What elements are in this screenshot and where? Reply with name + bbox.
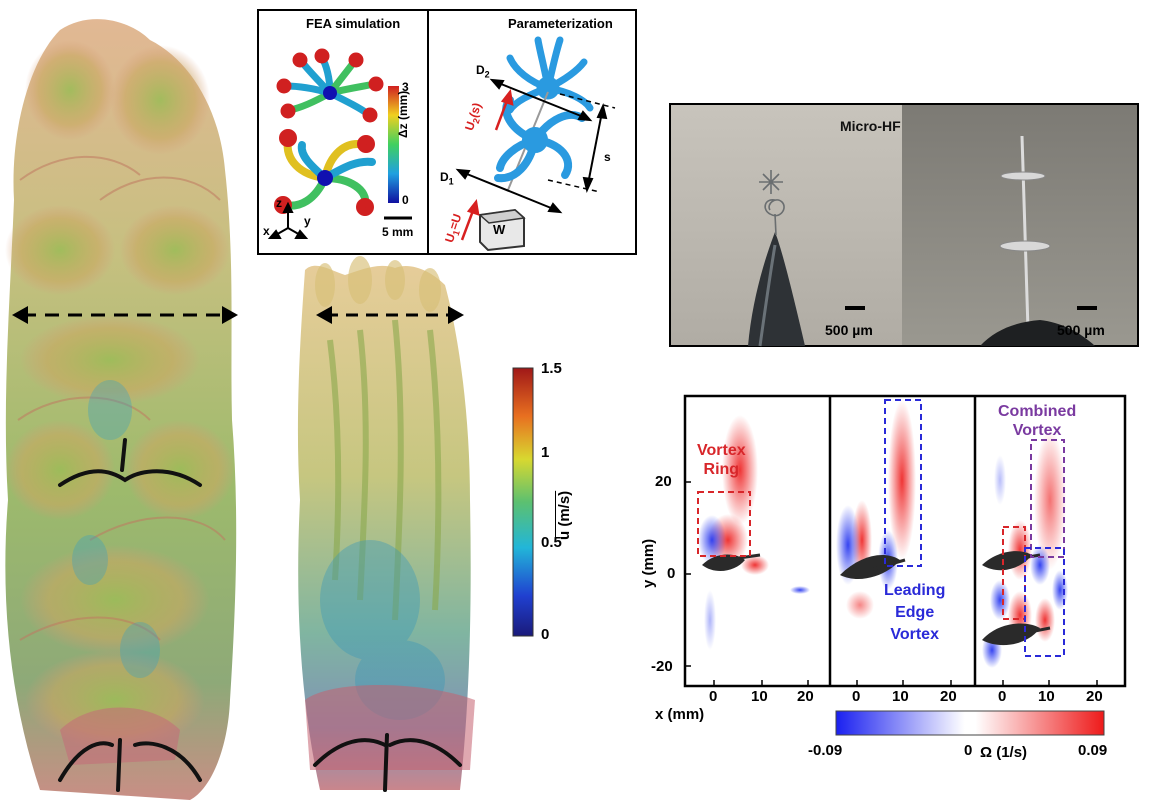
dz-colorbar-min: 0	[402, 193, 409, 207]
photo-title: Micro-HF	[840, 118, 901, 134]
right-vortex-plume	[297, 256, 475, 792]
vorticity-colorbar-max: 0.09	[1078, 742, 1108, 759]
velocity-tick-1-5: 1.5	[541, 360, 562, 377]
inset-panel	[257, 9, 637, 255]
dz-colorbar-label: Δz (mm)	[396, 90, 410, 138]
photo-scale-left: 500 µm	[825, 322, 873, 338]
p1-xtick-10: 10	[751, 688, 768, 705]
micro-hf-photo	[669, 103, 1139, 347]
vorticity-colorbar-min: -0.09	[808, 742, 843, 759]
p3-xtick-0: 0	[998, 688, 1007, 705]
p2-xtick-10: 10	[892, 688, 909, 705]
inset-scale-label: 5 mm	[382, 225, 414, 239]
p1-xtick-20: 20	[797, 688, 814, 705]
velocity-tick-0-5: 0.5	[541, 534, 562, 551]
y-axis-label: y (mm)	[640, 538, 657, 588]
left-width-arrow	[12, 306, 238, 324]
fea-simulation-title: FEA simulation	[306, 16, 401, 31]
weight-block	[478, 208, 526, 252]
p3-xtick-10: 10	[1038, 688, 1055, 705]
d2-label: D2	[476, 63, 490, 80]
axis-y-label: y	[304, 214, 311, 228]
vorticity-colorbar	[835, 710, 1105, 736]
vorticity-colorbar-mid: 0	[964, 742, 973, 759]
velocity-colorbar-label: u (m/s)	[556, 490, 573, 540]
weight-label: W	[493, 222, 506, 237]
dz-colorbar	[388, 86, 399, 203]
s-label: s	[604, 150, 611, 164]
ytick-0: 0	[667, 565, 676, 582]
velocity-colorbar	[512, 367, 534, 637]
combined-vortex-label: Combined Vortex	[998, 403, 1077, 439]
vorticity-panels	[683, 394, 1127, 688]
d1-label: D1	[440, 170, 454, 187]
fea-flower-top	[276, 48, 384, 123]
p2-xtick-0: 0	[852, 688, 861, 705]
dz-colorbar-max: 3	[402, 80, 409, 94]
vorticity-colorbar-label: Ω (1/s)	[980, 744, 1028, 761]
vort-panel-1	[698, 415, 810, 650]
x-axis-label: x (mm)	[655, 706, 705, 723]
parameterization-title: Parameterization	[508, 16, 613, 31]
p2-xtick-20: 20	[940, 688, 957, 705]
velocity-tick-0: 0	[541, 626, 550, 643]
fea-flower-bottom	[274, 129, 376, 216]
p3-xtick-20: 20	[1086, 688, 1103, 705]
param-flower-top	[506, 36, 594, 114]
axes-triad	[267, 201, 309, 239]
p1-xtick-0: 0	[709, 688, 718, 705]
param-flower-bottom	[494, 96, 586, 183]
ytick-minus-20: -20	[651, 658, 673, 675]
axis-z-label: z	[276, 196, 282, 210]
ytick-20: 20	[655, 473, 672, 490]
velocity-tick-1: 1	[541, 444, 550, 461]
left-vortex-plume	[5, 19, 237, 800]
photo-scale-right: 500 µm	[1057, 322, 1105, 338]
leading-edge-vortex-label: Leading Edge Vortex	[884, 582, 946, 643]
right-width-arrow	[316, 306, 464, 324]
vortex-ring-label: Vortex Ring	[697, 442, 746, 478]
axis-x-label: x	[263, 224, 270, 238]
